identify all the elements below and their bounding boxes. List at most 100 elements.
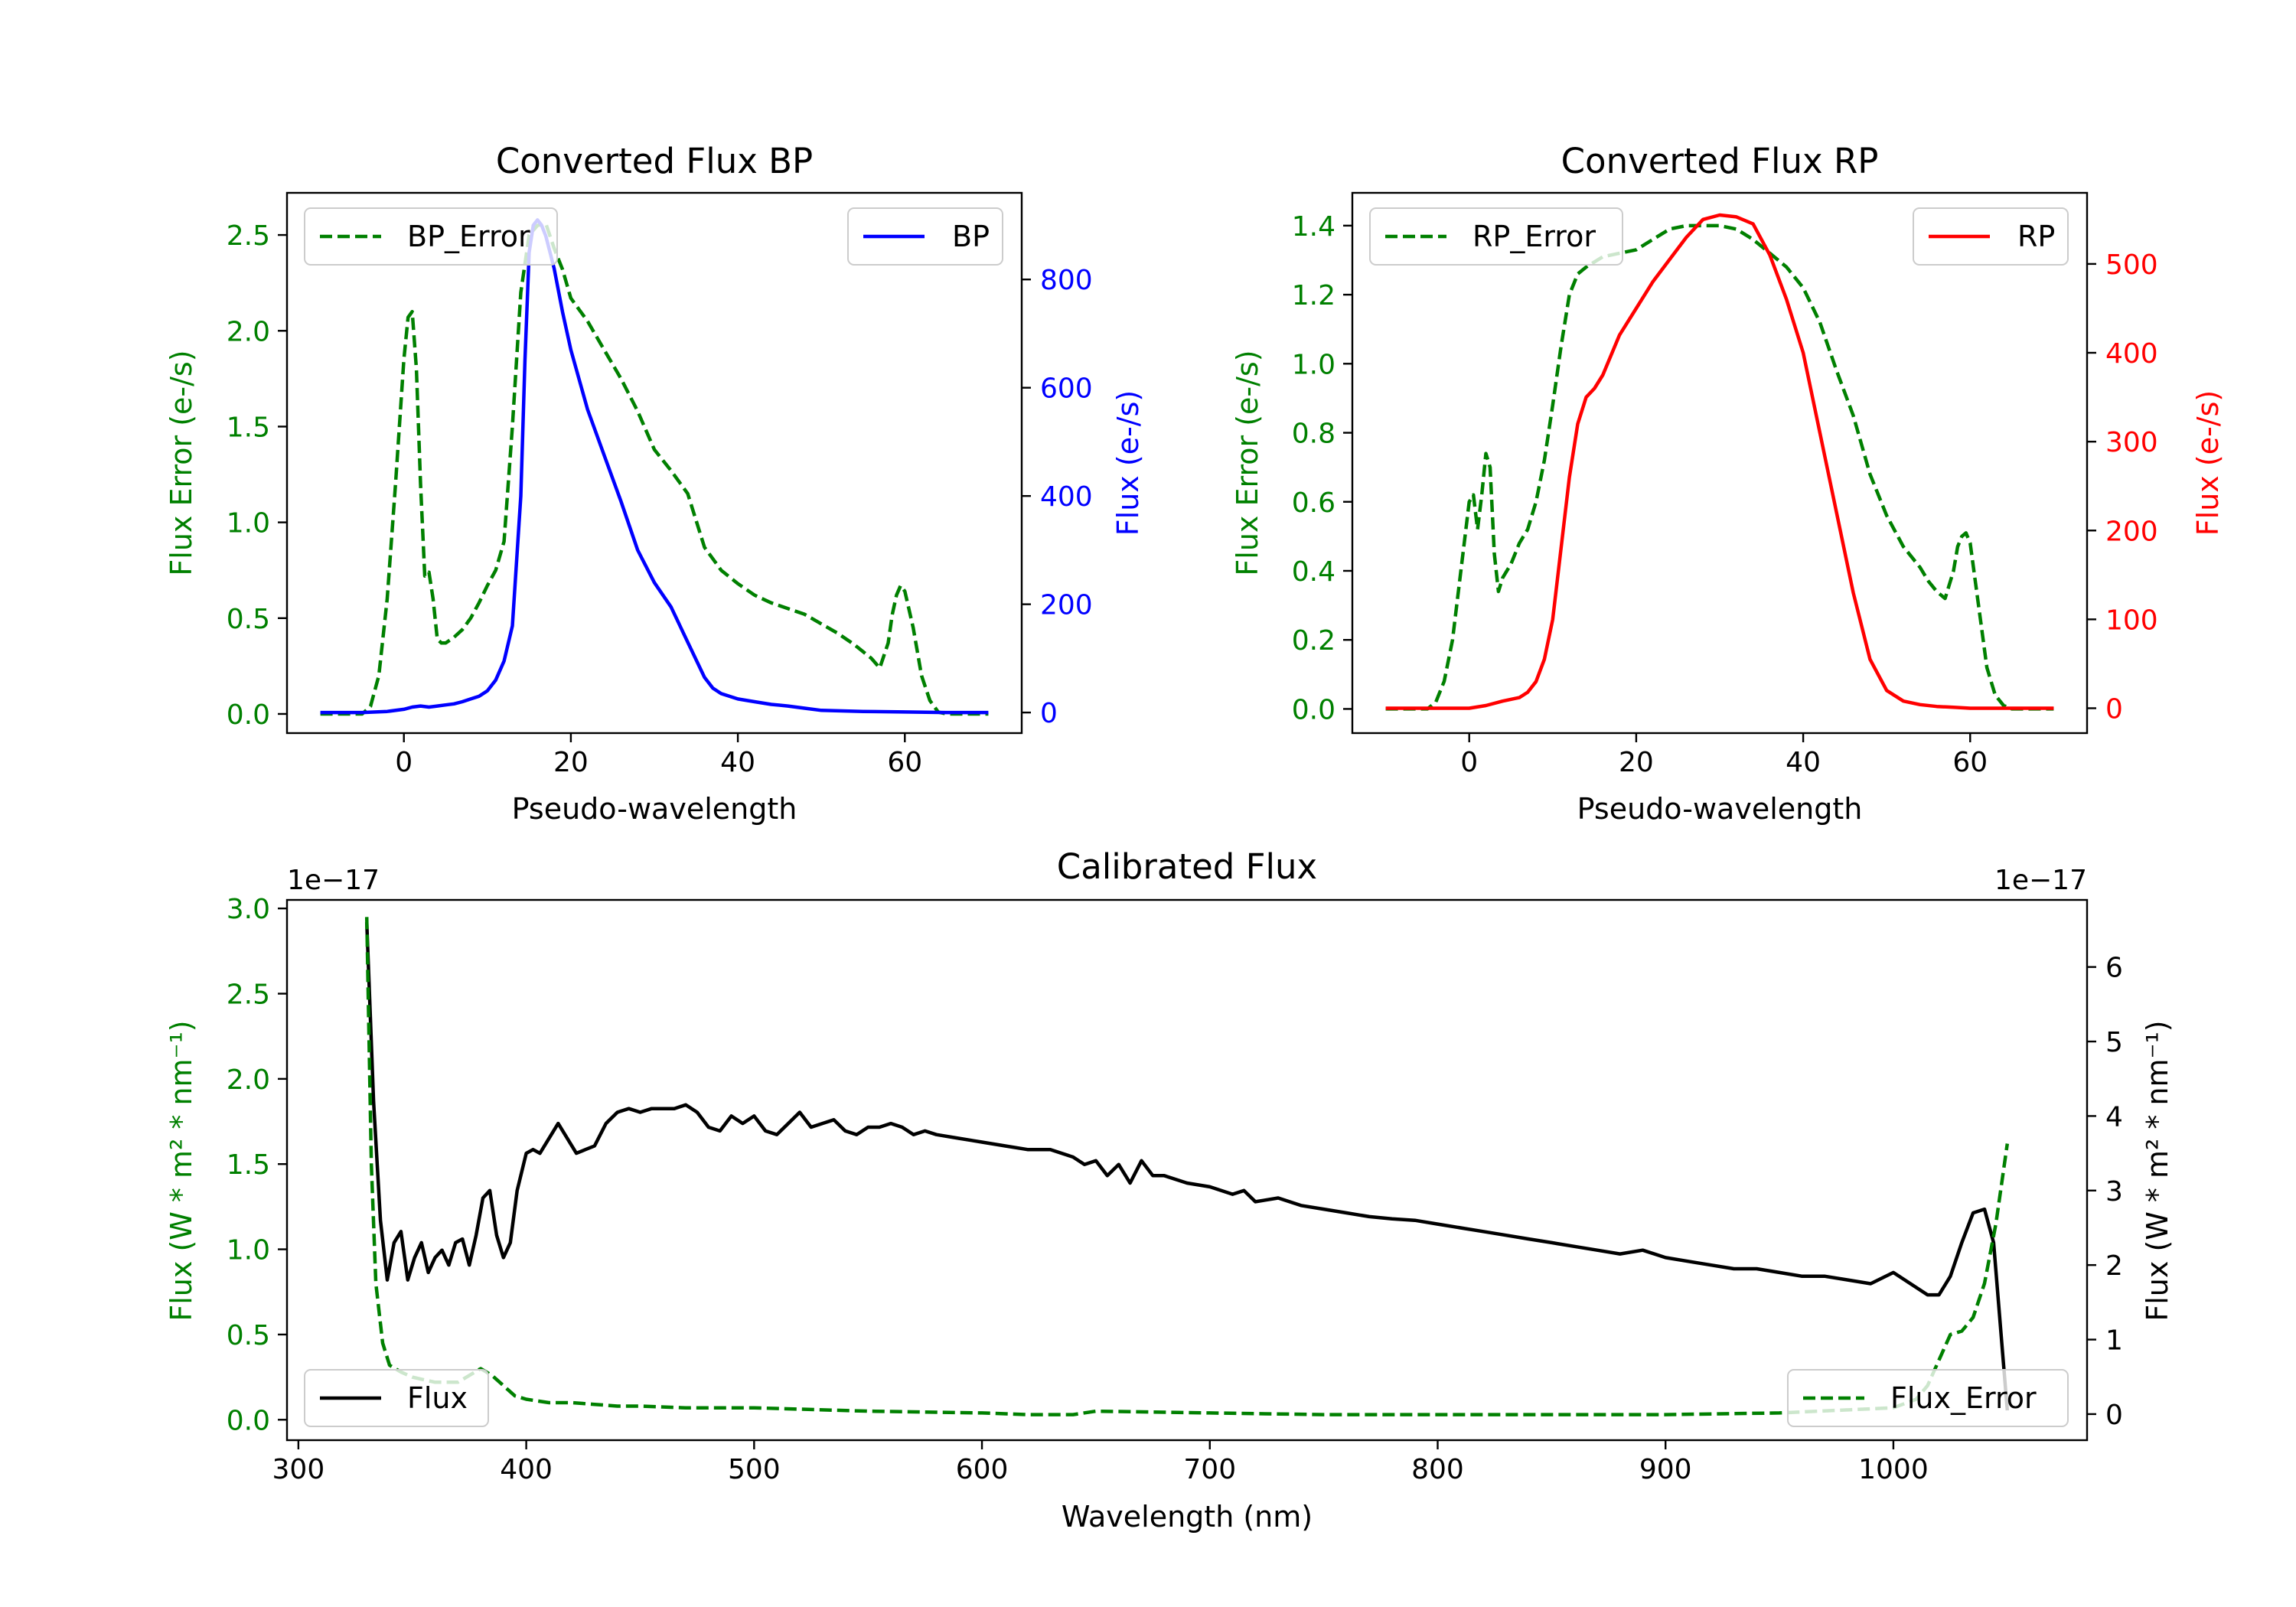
bp-legend-error-label: BP_Error — [407, 220, 530, 253]
bp-x-tick-label: 0 — [395, 747, 413, 778]
bp-left-tick-label: 1.5 — [227, 412, 270, 443]
bp-right-tick-label: 400 — [1040, 481, 1093, 513]
rp-right-tick-label: 200 — [2105, 516, 2158, 547]
calibrated-left-offset: 1e−17 — [287, 865, 380, 896]
bp-right-y-label: Flux (e-/s) — [1111, 390, 1145, 536]
calibrated-right-tick-label: 4 — [2105, 1101, 2123, 1133]
calibrated-x-tick-label: 900 — [1639, 1454, 1692, 1485]
rp-x-tick-label: 20 — [1619, 747, 1654, 778]
calibrated-right-tick-label: 6 — [2105, 953, 2123, 984]
calibrated-left-tick-label: 1.0 — [227, 1235, 270, 1266]
rp-x-label: Pseudo-wavelength — [1577, 792, 1863, 826]
rp-right-tick-label: 0 — [2105, 693, 2123, 725]
calibrated-x-axis: 300 400 500 600 700 800 900 1000 — [272, 1440, 1929, 1485]
calibrated-left-tick-label: 1.5 — [227, 1149, 270, 1181]
bp-series-bp-error — [320, 221, 989, 716]
bp-plot-frame — [285, 191, 1023, 735]
bp-legend-flux-label: BP — [952, 220, 990, 253]
calibrated-right-y-label: Flux (W * m² * nm⁻¹) — [2141, 1020, 2174, 1321]
rp-legend-error-label: RP_Error — [1473, 220, 1596, 253]
rp-left-tick-label: 1.0 — [1292, 349, 1336, 380]
rp-left-tick-label: 0.6 — [1292, 487, 1336, 519]
calibrated-left-y-label: Flux (W * m² * nm⁻¹) — [165, 1020, 198, 1321]
calibrated-right-offset: 1e−17 — [1994, 865, 2087, 896]
rp-plot-frame — [1351, 191, 2089, 735]
rp-left-tick-label: 0.0 — [1292, 694, 1336, 725]
bp-legend-right: BP — [847, 207, 1003, 266]
calibrated-series-group — [364, 917, 2010, 1416]
rp-legend-right-box — [1913, 207, 2069, 266]
rp-right-y-label: Flux (e-/s) — [2191, 390, 2225, 536]
calibrated-x-tick-label: 700 — [1183, 1454, 1236, 1485]
rp-legend-left: RP_Error — [1369, 207, 1623, 266]
bp-title: Converted Flux BP — [496, 141, 813, 181]
bp-right-tick-label: 0 — [1040, 698, 1058, 729]
rp-series-rp-error — [1385, 223, 2054, 711]
bp-right-axis: 0 200 400 600 800 — [1022, 265, 1093, 729]
calibrated-left-tick-label: 3.0 — [227, 894, 270, 925]
calibrated-x-tick-label: 500 — [728, 1454, 781, 1485]
rp-left-tick-label: 0.2 — [1292, 625, 1336, 657]
bp-left-y-label: Flux Error (e-/s) — [165, 350, 198, 575]
rp-legend-flux-label: RP — [2017, 220, 2055, 253]
bp-series-group — [320, 218, 989, 716]
rp-right-tick-label: 500 — [2105, 249, 2158, 281]
calibrated-right-tick-label: 1 — [2105, 1325, 2123, 1357]
bp-panel: Converted Flux BP 0 20 40 60 0.0 0.5 1.0 1.5 2.… — [165, 141, 1145, 826]
rp-left-tick-label: 0.8 — [1292, 419, 1336, 450]
rp-legend-right: RP — [1913, 207, 2069, 266]
calibrated-x-tick-label: 600 — [956, 1454, 1009, 1485]
bp-left-tick-label: 2.5 — [227, 220, 270, 252]
rp-title: Converted Flux RP — [1561, 141, 1879, 181]
rp-left-axis: 0.0 0.2 0.4 0.6 0.8 1.0 1.2 1.4 — [1292, 211, 1352, 725]
calibrated-x-tick-label: 800 — [1411, 1454, 1464, 1485]
calibrated-legend-right-box — [1787, 1369, 2069, 1427]
calibrated-legend-flux-label: Flux — [407, 1381, 468, 1415]
rp-x-tick-label: 0 — [1460, 747, 1478, 778]
rp-x-tick-label: 40 — [1786, 747, 1821, 778]
calibrated-title: Calibrated Flux — [1057, 846, 1317, 887]
calibrated-right-tick-label: 3 — [2105, 1176, 2123, 1208]
bp-legend-left-box — [304, 207, 558, 266]
bp-left-tick-label: 1.0 — [227, 508, 270, 539]
rp-x-axis: 0 20 40 60 — [1460, 733, 1988, 778]
calibrated-plot-frame — [285, 898, 2089, 1442]
bp-x-label: Pseudo-wavelength — [512, 792, 797, 826]
calibrated-left-tick-label: 0.0 — [227, 1405, 270, 1436]
rp-x-tick-label: 60 — [1952, 747, 1988, 778]
calibrated-left-tick-label: 2.5 — [227, 979, 270, 1010]
calibrated-right-tick-label: 0 — [2105, 1400, 2123, 1431]
rp-right-axis: 0 100 200 300 400 500 — [2087, 249, 2158, 725]
calibrated-panel: Calibrated Flux 300 400 500 600 700 800 900 100… — [165, 846, 2174, 1534]
calibrated-left-axis: 0.0 0.5 1.0 1.5 2.0 2.5 3.0 — [227, 894, 287, 1436]
bp-left-tick-label: 2.0 — [227, 316, 270, 347]
bp-x-tick-label: 60 — [887, 747, 922, 778]
bp-x-tick-label: 20 — [553, 747, 589, 778]
bp-left-tick-label: 0.5 — [227, 604, 270, 635]
calibrated-legend-left: Flux — [304, 1369, 489, 1427]
rp-legend-left-box — [1369, 207, 1623, 266]
calibrated-right-axis: 0 1 2 3 4 5 6 — [2087, 953, 2123, 1431]
rp-right-tick-label: 300 — [2105, 427, 2158, 458]
calibrated-x-tick-label: 300 — [272, 1454, 325, 1485]
rp-panel: Converted Flux RP 0 20 40 60 0.0 0.2 0.4 0.6 0.… — [1231, 141, 2225, 826]
calibrated-legend-right: Flux_Error — [1787, 1369, 2069, 1427]
bp-right-tick-label: 200 — [1040, 590, 1093, 621]
calibrated-series-flux-error — [364, 917, 2010, 1416]
calibrated-legend-left-box — [304, 1369, 489, 1427]
bp-legend-right-box — [847, 207, 1003, 266]
calibrated-x-tick-label: 400 — [500, 1454, 553, 1485]
rp-left-tick-label: 0.4 — [1292, 556, 1336, 588]
rp-left-y-label: Flux Error (e-/s) — [1231, 350, 1264, 575]
bp-left-tick-label: 0.0 — [227, 699, 270, 731]
bp-right-tick-label: 800 — [1040, 265, 1093, 296]
rp-left-tick-label: 1.2 — [1292, 280, 1336, 311]
calibrated-left-tick-label: 0.5 — [227, 1320, 270, 1351]
calibrated-right-tick-label: 5 — [2105, 1027, 2123, 1058]
calibrated-right-tick-label: 2 — [2105, 1250, 2123, 1282]
rp-series-rp — [1385, 213, 2054, 710]
rp-right-tick-label: 400 — [2105, 338, 2158, 370]
calibrated-x-label: Wavelength (nm) — [1062, 1500, 1313, 1534]
calibrated-series-flux — [364, 922, 2010, 1411]
bp-x-tick-label: 40 — [720, 747, 755, 778]
